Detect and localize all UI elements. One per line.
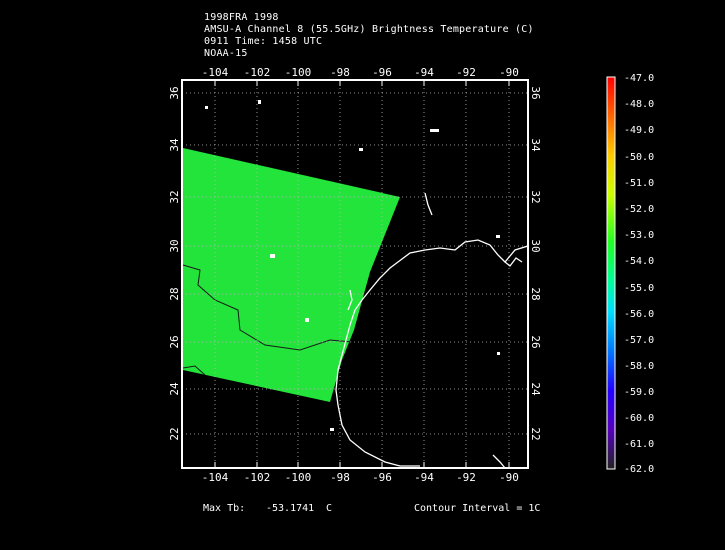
- colorbar-label: -59.0: [624, 387, 655, 398]
- lon-label-bottom: -92: [456, 471, 476, 484]
- max-tb-value: -53.1741: [266, 503, 315, 514]
- colorbar-label: -57.0: [624, 335, 655, 346]
- lat-label-right: 32: [529, 190, 542, 203]
- brightness-temperature-swath: [183, 148, 400, 402]
- lat-label-left: 30: [168, 239, 181, 252]
- colorbar-label: -52.0: [624, 204, 655, 215]
- lat-label-left: 24: [168, 382, 181, 396]
- lat-label-right: 28: [529, 287, 542, 300]
- colorbar-label: -53.0: [624, 230, 655, 241]
- lat-label-left: 32: [168, 190, 181, 203]
- max-tb-unit: C: [326, 503, 333, 514]
- coastline: [335, 192, 529, 469]
- contour-line-south: [182, 365, 206, 376]
- colorbar-label: -47.0: [624, 73, 655, 84]
- lat-label-right: 24: [529, 382, 542, 396]
- grid-lines: [182, 80, 528, 468]
- lon-label-bottom: -96: [372, 471, 392, 484]
- lon-label-bottom: -90: [499, 471, 519, 484]
- map-islands: [205, 100, 500, 431]
- lat-label-left: 34: [168, 138, 181, 152]
- lon-label-bottom: -98: [330, 471, 350, 484]
- satellite-label: NOAA-15: [204, 48, 248, 59]
- lat-label-left: 26: [168, 335, 181, 348]
- lat-label-right: 26: [529, 335, 542, 348]
- map-frame: [181, 79, 529, 469]
- lon-label-top: -98: [330, 66, 350, 79]
- colorbar-label: -54.0: [624, 256, 655, 267]
- lon-label-top: -92: [456, 66, 476, 79]
- lon-label-top: -90: [499, 66, 519, 79]
- colorbar-label: -48.0: [624, 99, 655, 110]
- lat-label-right: 30: [529, 239, 542, 252]
- time-label: 0911 Time: 1458 UTC: [204, 36, 323, 47]
- colorbar-label: -61.0: [624, 439, 655, 450]
- lat-label-left: 36: [168, 86, 181, 99]
- contour-interval: Contour Interval = 1C: [414, 503, 541, 514]
- max-tb-label: Max Tb:: [203, 503, 246, 514]
- channel-description: AMSU-A Channel 8 (55.5GHz) Brightness Te…: [204, 24, 534, 35]
- lon-label-top: -102: [244, 66, 271, 79]
- colorbar-label: -56.0: [624, 309, 655, 320]
- lon-label-bottom: -104: [202, 471, 229, 484]
- product-title: 1998FRA 1998: [204, 12, 279, 23]
- colorbar-label: -60.0: [624, 413, 655, 424]
- colorbar-label: -49.0: [624, 125, 655, 136]
- lon-label-bottom: -102: [244, 471, 271, 484]
- lon-label-top: -104: [202, 66, 229, 79]
- lat-label-right: 36: [529, 86, 542, 99]
- colorbar-label: -62.0: [624, 464, 655, 475]
- colorbar-label: -58.0: [624, 361, 655, 372]
- lon-label-top: -96: [372, 66, 392, 79]
- lon-label-top: -100: [285, 66, 312, 79]
- lat-label-left: 22: [168, 427, 181, 440]
- lat-label-left: 28: [168, 287, 181, 300]
- lon-label-bottom: -94: [414, 471, 434, 484]
- lon-label-top: -94: [414, 66, 434, 79]
- colorbar-label: -55.0: [624, 283, 655, 294]
- lat-label-right: 34: [529, 138, 542, 152]
- colorbar-label: -51.0: [624, 178, 655, 189]
- colorbar-label: -50.0: [624, 152, 655, 163]
- lat-label-right: 22: [529, 427, 542, 440]
- axis-ticks: [214, 80, 510, 468]
- contour-line: [182, 264, 353, 351]
- lon-label-bottom: -100: [285, 471, 312, 484]
- colorbar: [606, 76, 616, 470]
